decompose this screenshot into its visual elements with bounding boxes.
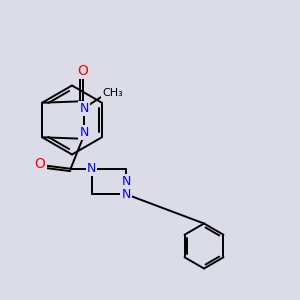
- Text: CH₃: CH₃: [102, 88, 123, 98]
- Text: N: N: [87, 162, 96, 175]
- Text: O: O: [77, 64, 88, 78]
- Text: N: N: [80, 101, 89, 115]
- Text: N: N: [122, 188, 131, 201]
- Text: O: O: [34, 157, 46, 171]
- Text: N: N: [122, 175, 131, 188]
- Text: N: N: [80, 125, 89, 139]
